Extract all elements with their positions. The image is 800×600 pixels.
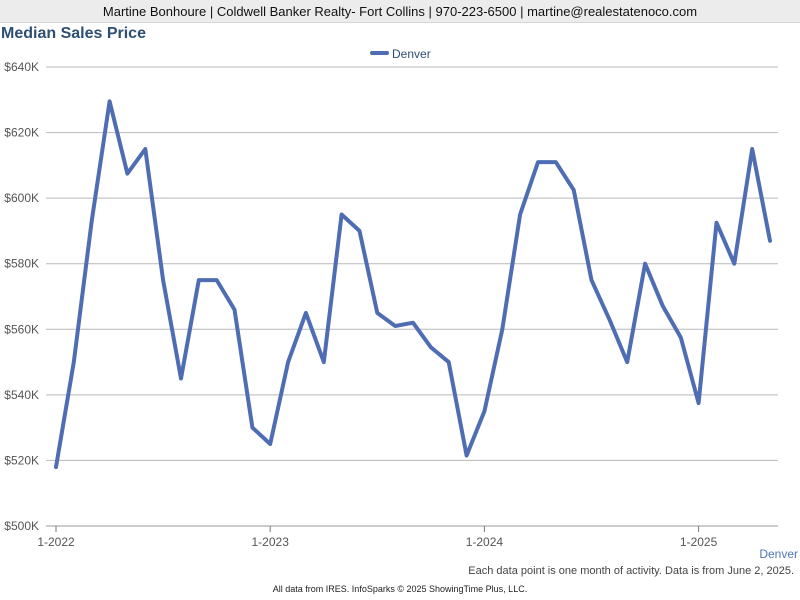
- y-tick-label: $500K: [4, 519, 39, 533]
- data-footnote: Each data point is one month of activity…: [468, 565, 794, 577]
- x-tick-label: 1-2025: [680, 535, 718, 549]
- y-tick-label: $640K: [4, 60, 39, 74]
- series-layer: [54, 99, 772, 469]
- series-label-denver: Denver: [759, 547, 798, 561]
- y-tick-label: $540K: [4, 388, 39, 402]
- x-axis-ticks: 1-2022 1-2023 1-2024 1-2025: [37, 526, 718, 549]
- copyright-notice: All data from IRES. InfoSparks © 2025 Sh…: [272, 584, 528, 594]
- x-tick-label: 1-2024: [466, 535, 504, 549]
- y-tick-label: $600K: [4, 191, 39, 205]
- y-axis-ticks: $500K $520K $540K $560K $580K $600K $620K $640K: [4, 60, 39, 533]
- chart-title: Median Sales Price: [1, 25, 146, 42]
- legend: Denver: [370, 47, 431, 61]
- gridlines: [46, 66, 778, 527]
- agent-info-bar: Martine Bonhoure | Coldwell Banker Realt…: [0, 0, 800, 23]
- agent-info-text: Martine Bonhoure | Coldwell Banker Realt…: [102, 3, 698, 19]
- y-tick-label: $620K: [4, 126, 39, 140]
- y-tick-label: $560K: [4, 322, 39, 336]
- x-tick-label: 1-2022: [37, 535, 75, 549]
- y-tick-label: $520K: [4, 453, 39, 467]
- series-line-denver: [54, 99, 772, 469]
- x-tick-label: 1-2023: [252, 535, 290, 549]
- y-tick-label: $580K: [4, 257, 39, 271]
- legend-label-denver: Denver: [392, 47, 431, 61]
